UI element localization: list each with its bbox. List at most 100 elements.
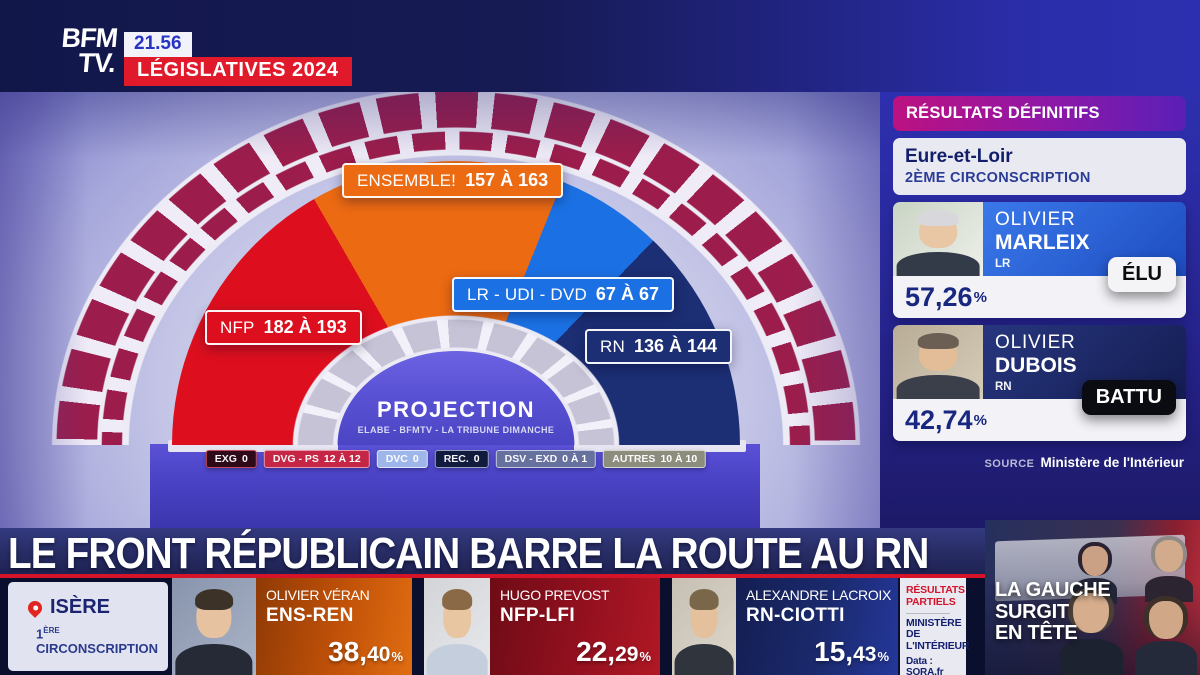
ticker-result-lacroix: ALEXANDRE LACROIX RN-CIOTTI 15, 43% <box>736 578 898 675</box>
note-ministry: MINISTÈRE DE L'INTÉRIEUR <box>906 616 970 652</box>
headline-band: LE FRONT RÉPUBLICAIN BARRE LA ROUTE AU R… <box>0 528 987 578</box>
seat-label-rn: RN 136 À 144 <box>585 329 733 364</box>
ticker-candidate-party: ENS-REN <box>266 605 354 626</box>
note-data-source: Data : SORA.fr <box>906 655 944 675</box>
pct-decimals: 29 <box>615 643 639 666</box>
avatar-hair <box>195 588 233 610</box>
candidate-last-name: DUBOIS <box>995 353 1077 377</box>
candidate-party: RN <box>995 380 1012 393</box>
ticker-candidate-name: OLIVIER VÉRAN <box>266 587 370 603</box>
avatar-body <box>896 252 980 276</box>
silhouette-head <box>1078 542 1112 576</box>
candidate-party: LR <box>995 257 1011 270</box>
ticker-candidate-percentage: 15, 43% <box>814 636 889 668</box>
constituency-box: Eure-et-Loir 2ÈME CIRCONSCRIPTION <box>893 138 1186 195</box>
pct-decimals: 40 <box>367 643 391 666</box>
candidate-photo <box>893 325 983 399</box>
avatar-body <box>674 643 734 675</box>
ticker-photo-veran <box>172 578 256 675</box>
candidate-last-name: MARLEIX <box>995 230 1090 254</box>
minor-party-dsvexd: DSV - EXD 0 À 1 <box>495 450 597 468</box>
ticker-location-district: 1ÈRE CIRCONSCRIPTION <box>36 626 168 656</box>
minor-party-dvc: DVC 0 <box>376 450 428 468</box>
constituency-district: 2ÈME CIRCONSCRIPTION <box>905 170 1091 186</box>
candidate-card-loser: OLIVIER DUBOIS RN 42,74 % BATTU <box>893 325 1186 441</box>
ticker-result-veran: OLIVIER VÉRAN ENS-REN 38, 40% <box>256 578 412 675</box>
seat-label-nfp: NFP 182 À 193 <box>205 310 362 345</box>
ticker-photo-lacroix <box>672 578 736 675</box>
clock: 21.56 <box>124 32 192 57</box>
ticker-location-row: ISÈRE <box>25 596 110 619</box>
candidate-percentage: 42,74 <box>905 404 973 435</box>
candidate-percentage: 57,26 <box>905 281 973 312</box>
candidate-photo <box>893 202 983 276</box>
silhouette-head <box>1068 588 1114 633</box>
candidate-first-name: OLIVIER <box>995 332 1076 353</box>
minor-party-dvgps: DVG - PS 12 À 12 <box>263 450 370 468</box>
thumb-title-line1: LA GAUCHE <box>995 579 1111 601</box>
candidate-card-winner: OLIVIER MARLEIX LR 57,26 % ÉLU <box>893 202 1186 318</box>
minor-party-autres: AUTRES 10 À 10 <box>603 450 707 468</box>
ticker-candidate-percentage: 22, 29% <box>576 636 651 668</box>
logo-line-2: TV. <box>77 48 117 78</box>
silhouette-head <box>1151 536 1187 572</box>
ticker-location-card: ISÈRE 1ÈRE CIRCONSCRIPTION <box>8 582 168 671</box>
candidate-avatar <box>672 578 736 675</box>
avatar-hair <box>917 210 959 227</box>
candidate-avatar <box>424 578 490 675</box>
politician-silhouette <box>1059 588 1123 675</box>
location-pin-icon <box>25 597 45 618</box>
ticker-candidate-party: RN-CIOTTI <box>746 605 845 626</box>
seat-label-ensemble: ENSEMBLE! 157 À 163 <box>342 163 564 198</box>
candidate-avatar <box>893 325 983 399</box>
constituency-name: Eure-et-Loir <box>905 146 1013 167</box>
silhouette-head <box>1144 596 1188 639</box>
candidate-first-name: OLIVIER <box>995 209 1076 230</box>
ticker-candidate-name: HUGO PREVOST <box>500 587 610 603</box>
avatar-body <box>175 643 253 675</box>
ticker-candidate-percentage: 38, 40% <box>328 636 403 668</box>
source-value: Ministère de l'Intérieur <box>1040 455 1185 470</box>
results-panel: RÉSULTATS DÉFINITIFS Eure-et-Loir 2ÈME C… <box>893 96 1186 472</box>
bfm-tv-logo: BFM TV. <box>50 23 118 78</box>
chart-source-line: ELABE - BFMTV - LA TRIBUNE DIMANCHE <box>357 425 555 435</box>
silhouette-body <box>1059 639 1123 675</box>
avatar-hair <box>442 588 472 610</box>
ticker-candidate-party: NFP-LFI <box>500 605 575 626</box>
thumb-title-line2: SURGIT <box>995 600 1069 623</box>
source-line: SOURCE Ministère de l'Intérieur <box>893 454 1186 472</box>
minor-parties-row: EXG 0 DVG - PS 12 À 12 DVC 0 REC. 0 DSV - EXD 0 À… <box>205 450 707 468</box>
thumbnail-title: LA GAUCHE SURGIT EN TÊTE <box>995 579 1111 645</box>
silhouette-body <box>1135 641 1197 675</box>
percent-sign: % <box>639 649 651 664</box>
percent-sign: % <box>391 649 403 664</box>
minor-party-rec: REC. 0 <box>434 450 489 468</box>
avatar-body <box>896 375 980 399</box>
ticker-result-prevost: HUGO PREVOST NFP-LFI 22, 29% <box>490 578 660 675</box>
candidate-avatar <box>893 202 983 276</box>
district-number: 1 <box>36 626 44 642</box>
politician-silhouette <box>1145 536 1193 602</box>
ticker-candidate-name: ALEXANDRE LACROIX <box>746 587 892 603</box>
hemicycle-stage: PROJECTION ELABE - BFMTV - LA TRIBUNE DI… <box>0 92 880 530</box>
source-label: SOURCE <box>984 458 1035 470</box>
status-badge-battu: BATTU <box>1081 380 1176 415</box>
note-partial-results: RÉSULTATS PARTIELS <box>906 584 965 608</box>
pct-integer: 38, <box>328 636 368 667</box>
pct-integer: 22, <box>576 636 616 667</box>
chart-title: PROJECTION <box>376 397 536 422</box>
percent-sign: % <box>877 649 889 664</box>
ticker-photo-prevost <box>424 578 490 675</box>
status-badge-elu: ÉLU <box>1108 257 1176 292</box>
pct-integer: 15, <box>814 636 854 667</box>
seat-label-lr: LR - UDI - DVD 67 À 67 <box>452 277 674 312</box>
politician-silhouette <box>1135 596 1197 675</box>
avatar-hair <box>917 333 959 350</box>
results-panel-header: RÉSULTATS DÉFINITIFS <box>893 96 1186 131</box>
video-thumbnail[interactable]: LA GAUCHE SURGIT EN TÊTE <box>985 520 1200 675</box>
avatar-hair <box>689 588 719 610</box>
thumb-title-line3: EN TÊTE <box>995 622 1078 645</box>
ticker-source-note: RÉSULTATS PARTIELS MINISTÈRE DE L'INTÉRI… <box>900 578 970 675</box>
district-word: CIRCONSCRIPTION <box>36 641 159 657</box>
program-banner: LÉGISLATIVES 2024 <box>124 57 352 86</box>
